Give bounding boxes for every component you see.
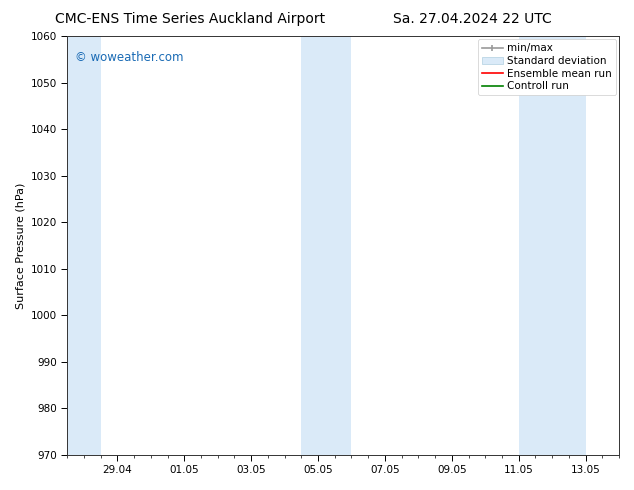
Legend: min/max, Standard deviation, Ensemble mean run, Controll run: min/max, Standard deviation, Ensemble me… [478,39,616,96]
Bar [301,36,351,455]
Text: Sa. 27.04.2024 22 UTC: Sa. 27.04.2024 22 UTC [393,12,552,26]
Y-axis label: Surface Pressure (hPa): Surface Pressure (hPa) [15,182,25,309]
Bar [519,36,586,455]
Text: CMC-ENS Time Series Auckland Airport: CMC-ENS Time Series Auckland Airport [55,12,325,26]
Text: © woweather.com: © woweather.com [75,51,184,64]
Bar [67,36,101,455]
